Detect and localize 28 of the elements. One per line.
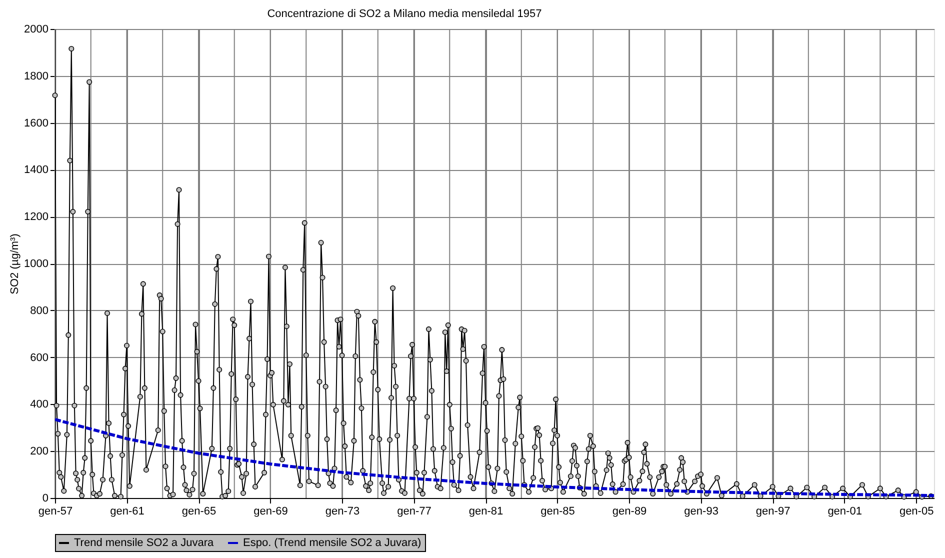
x-tick-label: gen-81 (468, 506, 504, 518)
y-tick-label: 1800 (24, 70, 48, 82)
x-tick-label: gen-77 (397, 506, 432, 518)
chart-title: Concentrazione di SO2 a Milano media mensiledal 1957 (267, 8, 542, 20)
x-tick-label: gen-93 (684, 506, 718, 518)
legend-label: Espo. (Trend mensile SO2 a Juvara) (243, 537, 422, 549)
y-tick-label: 1200 (24, 211, 48, 224)
y-tick-label: 0 (42, 492, 48, 504)
y-tick-label: 200 (30, 446, 48, 458)
x-tick-label: gen-65 (182, 506, 216, 518)
x-tick-label: gen-85 (540, 506, 575, 518)
y-tick-label: 400 (30, 398, 48, 411)
x-tick-label: gen-97 (756, 506, 790, 518)
y-tick-label: 800 (30, 304, 48, 317)
x-tick-label: gen-01 (828, 506, 862, 518)
y-tick-label: 1400 (24, 164, 48, 176)
x-tick-label: gen-57 (38, 506, 73, 518)
y-tick-label: 600 (30, 352, 48, 364)
y-tick-label: 1000 (24, 258, 48, 270)
y-tick-label: 1600 (24, 117, 48, 130)
x-tick-label: gen-89 (612, 506, 647, 518)
y-axis-title: SO2 (µg/m³) (9, 234, 22, 294)
y-tick-label: 2000 (24, 24, 48, 36)
x-tick-label: gen-73 (325, 506, 360, 518)
x-tick-label: gen-61 (110, 506, 144, 518)
x-tick-label: gen-05 (899, 506, 934, 518)
legend-label: Trend mensile SO2 a Juvara (74, 537, 214, 549)
x-tick-label: gen-69 (254, 506, 288, 518)
